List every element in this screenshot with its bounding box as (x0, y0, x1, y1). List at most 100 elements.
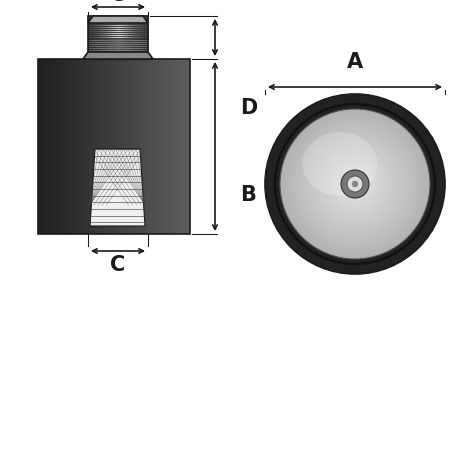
Bar (71, 60, 73, 235)
Bar (164, 60, 167, 235)
Bar (120, 17, 122, 60)
Bar (58, 60, 61, 235)
Circle shape (264, 95, 444, 274)
Bar (40, 60, 43, 235)
Bar (124, 17, 126, 60)
Circle shape (303, 134, 405, 236)
Circle shape (316, 146, 393, 223)
Circle shape (306, 136, 403, 233)
Bar (102, 17, 104, 60)
Circle shape (304, 134, 404, 235)
Text: B: B (240, 185, 255, 205)
Bar (136, 17, 138, 60)
Bar (142, 17, 144, 60)
Text: C: C (110, 254, 125, 274)
Bar (91, 60, 94, 235)
Bar (130, 17, 132, 60)
Text: A: A (346, 52, 362, 72)
Circle shape (352, 182, 357, 187)
Circle shape (346, 177, 362, 193)
Circle shape (301, 131, 408, 238)
Circle shape (330, 161, 378, 208)
Circle shape (280, 110, 429, 259)
Circle shape (308, 139, 400, 231)
Circle shape (338, 168, 370, 201)
Bar (108, 17, 110, 60)
Circle shape (353, 183, 355, 186)
Circle shape (319, 150, 389, 219)
Bar (114, 17, 116, 60)
Bar (38, 60, 40, 235)
Circle shape (343, 174, 365, 196)
Circle shape (297, 127, 412, 242)
Bar (154, 60, 157, 235)
Circle shape (336, 166, 373, 203)
Bar (119, 60, 121, 235)
Bar (43, 60, 45, 235)
Bar (187, 60, 190, 235)
Bar (177, 60, 179, 235)
Bar (116, 60, 119, 235)
Bar (124, 60, 126, 235)
Bar (110, 17, 112, 60)
Bar (98, 17, 100, 60)
Ellipse shape (302, 133, 377, 196)
Bar (179, 60, 182, 235)
Bar (78, 60, 81, 235)
Bar (88, 17, 148, 60)
Bar (144, 17, 146, 60)
Bar (92, 17, 94, 60)
Circle shape (342, 172, 367, 197)
Bar (114, 60, 116, 235)
Circle shape (294, 125, 414, 245)
Circle shape (339, 170, 369, 200)
Bar (86, 60, 89, 235)
Bar (96, 17, 98, 60)
Bar (89, 60, 91, 235)
Circle shape (314, 145, 394, 224)
Circle shape (322, 152, 386, 217)
Circle shape (320, 151, 388, 218)
Bar (157, 60, 159, 235)
Circle shape (347, 177, 362, 192)
Circle shape (285, 116, 423, 253)
Bar (136, 60, 139, 235)
Circle shape (280, 111, 428, 258)
Circle shape (327, 157, 382, 212)
Bar (94, 17, 96, 60)
Bar (66, 60, 68, 235)
Bar (159, 60, 162, 235)
Bar (146, 60, 149, 235)
Bar (50, 60, 53, 235)
Bar (106, 60, 109, 235)
Bar (126, 60, 129, 235)
Circle shape (332, 162, 377, 207)
Bar (53, 60, 56, 235)
Bar (139, 60, 141, 235)
Bar (174, 60, 177, 235)
Circle shape (337, 167, 372, 202)
Bar (101, 60, 104, 235)
Circle shape (333, 163, 375, 206)
Bar (61, 60, 63, 235)
Bar (169, 60, 172, 235)
Circle shape (291, 121, 418, 248)
Circle shape (298, 129, 410, 241)
Bar (104, 60, 106, 235)
Bar (38, 60, 190, 235)
Circle shape (287, 117, 421, 252)
Bar (138, 17, 140, 60)
Circle shape (302, 132, 407, 237)
Circle shape (285, 115, 424, 254)
Circle shape (325, 155, 384, 214)
Bar (182, 60, 185, 235)
Circle shape (325, 156, 383, 213)
Polygon shape (83, 53, 153, 60)
Bar (134, 17, 136, 60)
Circle shape (340, 171, 368, 199)
Bar (126, 17, 128, 60)
Circle shape (313, 143, 395, 226)
Circle shape (293, 123, 415, 246)
Circle shape (282, 112, 426, 257)
Bar (162, 60, 164, 235)
